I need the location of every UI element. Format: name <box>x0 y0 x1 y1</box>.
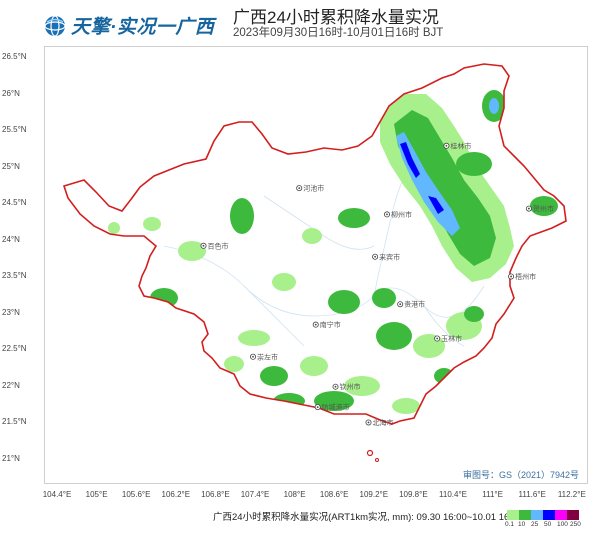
city-label: 百色市 <box>208 241 229 250</box>
longitude-label: 112.2°E <box>557 490 586 499</box>
latitude-label: 21.5°N <box>2 417 27 426</box>
latitude-label: 25°N <box>2 161 20 171</box>
city-marker: 防城港市 <box>314 403 350 412</box>
city-marker: 贵港市 <box>397 300 425 309</box>
legend-tick-label: 100 <box>557 521 568 528</box>
city-label: 柳州市 <box>391 210 412 219</box>
city-label: 梧州市 <box>515 272 536 281</box>
map-title: 广西24小时累积降水量实况 <box>233 8 439 27</box>
latitude-label: 24°N <box>2 234 20 244</box>
legend-caption: 广西24小时累积降水量实况(ART1km实况, mm): 09.30 16:00… <box>213 512 523 523</box>
legend-swatch <box>543 510 555 520</box>
legend-swatch <box>507 510 519 520</box>
city-label: 防城港市 <box>322 403 350 412</box>
brand-text: 天擎·实况一广西 <box>71 17 215 38</box>
city-marker: 梧州市 <box>508 272 536 281</box>
longitude-label: 104.4°E <box>42 490 72 499</box>
city-label: 桂林市 <box>450 141 471 150</box>
city-label: 南宁市 <box>320 320 341 329</box>
longitude-label: 108.6°E <box>319 490 349 499</box>
latitude-label: 24.5°N <box>2 198 27 207</box>
latitude-label: 21°N <box>2 453 20 463</box>
longitude-label: 106.8°E <box>201 490 230 499</box>
latitude-label: 23.5°N <box>2 271 27 280</box>
map-subtitle: 2023年09月30日16时-10月01日16时 BJT <box>233 27 444 39</box>
legend-swatch <box>555 510 567 520</box>
latitude-label: 23°N <box>2 307 20 317</box>
latitude-label: 25.5°N <box>2 125 27 134</box>
legend-color-bar <box>507 510 579 520</box>
longitude-label: 108°E <box>283 490 306 499</box>
brand: 天擎·实况一广西 <box>44 12 214 39</box>
legend-tick-label: 50 <box>544 521 552 528</box>
longitude-label: 111°E <box>482 490 503 499</box>
city-marker: 来宾市 <box>372 252 400 261</box>
longitude-label: 109.8°E <box>399 490 428 499</box>
precipitation-layer <box>108 90 558 414</box>
globe-logo-icon <box>44 14 66 37</box>
longitude-label: 106.2°E <box>161 490 191 499</box>
longitude-label: 107.4°E <box>240 490 270 499</box>
city-marker: 百色市 <box>200 241 229 250</box>
city-marker: 钦州市 <box>332 382 361 391</box>
longitude-label: 110.4°E <box>439 490 467 499</box>
city-label: 崇左市 <box>257 352 278 361</box>
header: 天擎·实况一广西 广西24小时累积降水量实况 2023年09月30日16时-10… <box>0 0 600 46</box>
city-marker: 贺州市 <box>525 204 554 213</box>
longitude-label: 109.2°E <box>359 490 389 499</box>
longitude-label: 105°E <box>85 490 108 499</box>
legend-tick-label: 10 <box>518 521 526 528</box>
city-marker: 玉林市 <box>434 334 462 343</box>
legend-swatch <box>567 510 579 520</box>
longitude-label: 105.6°E <box>121 490 151 499</box>
city-marker: 南宁市 <box>312 320 341 329</box>
city-label: 玉林市 <box>441 334 462 343</box>
latitude-label: 26°N <box>2 88 20 98</box>
city-marker: 河池市 <box>296 184 324 193</box>
legend-swatch <box>531 510 543 520</box>
latitude-label: 22.5°N <box>2 344 27 353</box>
city-label: 河池市 <box>303 184 324 193</box>
island <box>375 458 379 462</box>
city-label: 来宾市 <box>379 252 400 261</box>
longitude-label: 111.6°E <box>518 490 546 499</box>
city-marker: 桂林市 <box>443 141 471 150</box>
city-marker: 柳州市 <box>383 210 412 219</box>
city-label: 钦州市 <box>340 382 361 391</box>
city-marker: 崇左市 <box>250 352 278 361</box>
city-label: 贵港市 <box>404 300 425 309</box>
province-boundary <box>62 63 567 425</box>
legend-tick-label: 250 <box>570 521 581 528</box>
city-label: 贺州市 <box>533 204 554 213</box>
approval-number: 审图号：GS（2021）7942号 <box>463 470 580 480</box>
legend-tick-label: 0.1 <box>505 521 515 528</box>
legend-tick-label: 25 <box>531 521 539 528</box>
latitude-label: 22°N <box>2 380 20 390</box>
legend-swatch <box>519 510 531 520</box>
island <box>366 449 374 457</box>
city-label: 北海市 <box>373 418 394 427</box>
city-marker: 北海市 <box>365 418 394 427</box>
latitude-label: 26.5°N <box>2 52 27 61</box>
